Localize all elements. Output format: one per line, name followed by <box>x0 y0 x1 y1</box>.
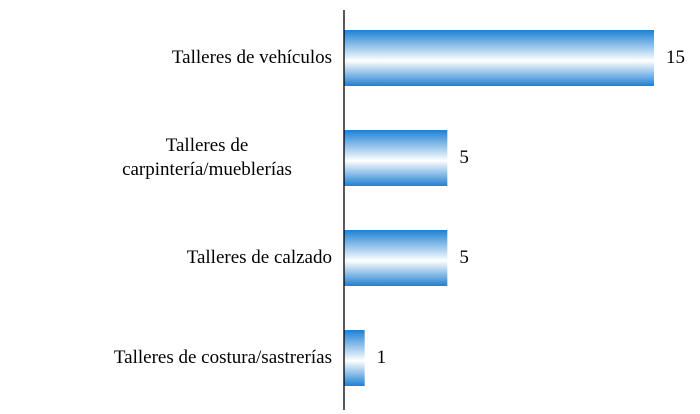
category-label-text: Talleres de carpintería/mueblerías <box>122 135 292 180</box>
value-label: 5 <box>459 147 469 169</box>
value-label-text: 15 <box>666 47 685 68</box>
category-label: Talleres de costura/sastrerías <box>2 346 332 370</box>
category-label-text: Talleres de calzado <box>186 247 332 268</box>
value-label: 1 <box>377 347 387 369</box>
bar <box>344 330 365 386</box>
value-label-text: 5 <box>459 247 469 268</box>
category-label: Talleres de calzado <box>2 246 332 270</box>
value-label: 15 <box>666 47 685 69</box>
bar <box>344 230 448 286</box>
category-label: Talleres de carpintería/mueblerías <box>2 134 332 182</box>
bar <box>344 30 654 86</box>
value-label-text: 5 <box>459 147 469 168</box>
category-label-text: Talleres de costura/sastrerías <box>113 347 332 368</box>
value-label-text: 1 <box>376 347 387 368</box>
bar <box>344 130 448 186</box>
category-label: Talleres de vehículos <box>2 46 332 70</box>
category-label-text: Talleres de vehículos <box>171 47 332 68</box>
value-label: 5 <box>459 247 469 269</box>
